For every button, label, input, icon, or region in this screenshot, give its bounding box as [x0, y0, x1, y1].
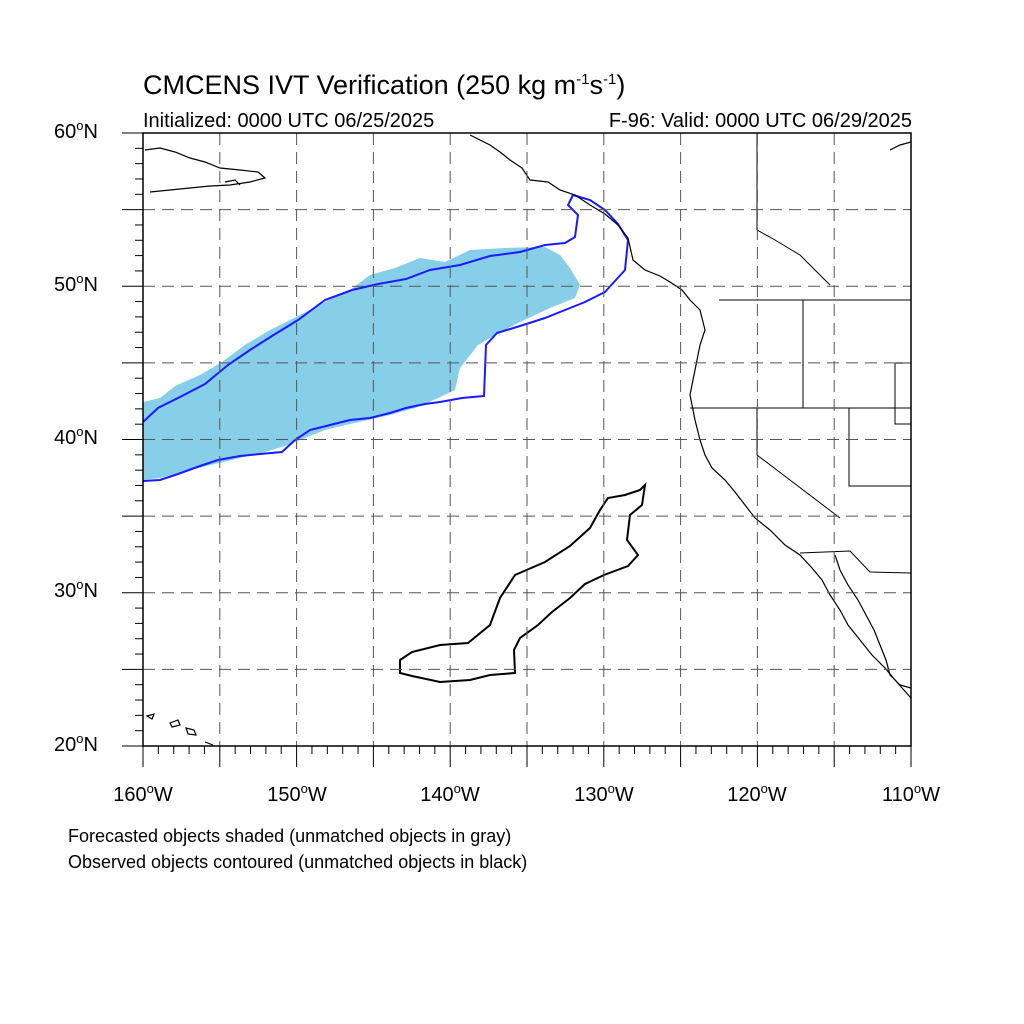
valid-time-label: F-96: Valid: 0000 UTC 06/29/2025: [608, 110, 912, 132]
legend-forecast-note: Forecasted objects shaded (unmatched obj…: [68, 826, 512, 846]
political-borders: [690, 133, 911, 574]
legend-observed-note: Observed objects contoured (unmatched ob…: [68, 852, 528, 872]
init-time-label: Initialized: 0000 UTC 06/25/2025: [143, 110, 435, 132]
lon-label-130w: 130oW: [574, 781, 634, 806]
observed-object-unmatched: [399, 482, 647, 684]
lat-label-40: 40oN: [54, 424, 98, 449]
forecast-object-shaded: [143, 247, 580, 480]
lat-label-20: 20oN: [54, 731, 98, 756]
coastline-ne-canada: [889, 141, 911, 151]
lon-label-160w: 160oW: [113, 781, 173, 806]
axis-ticks: [122, 132, 912, 767]
graticule: [143, 133, 911, 746]
coastline-north-america: [469, 134, 911, 699]
chart-title: CMCENS IVT Verification (250 kg m-1s-1): [143, 70, 626, 100]
lon-label-140w: 140oW: [420, 781, 480, 806]
hawaii-islands: [145, 713, 214, 746]
lon-label-110w: 110oW: [881, 781, 941, 806]
coastline-baja: [834, 554, 911, 689]
coastline-alaska-west: [144, 147, 267, 193]
lon-label-120w: 120oW: [727, 781, 787, 806]
lat-label-50: 50oN: [54, 271, 98, 296]
observed-object-matched: [143, 193, 630, 482]
lon-label-150w: 150oW: [267, 781, 327, 806]
lat-label-30: 30oN: [54, 577, 98, 602]
lat-label-60: 60oN: [54, 118, 98, 143]
